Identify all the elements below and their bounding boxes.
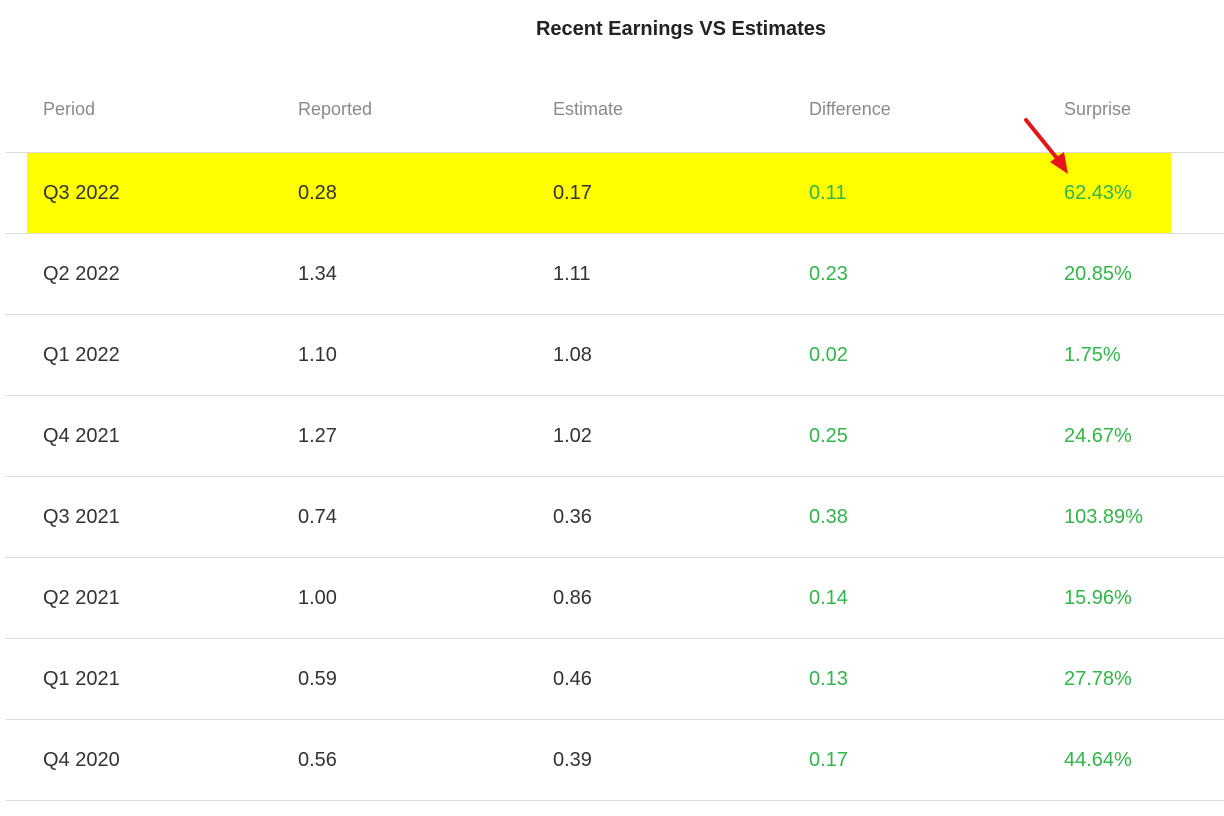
table-title: Recent Earnings VS Estimates [535, 18, 827, 40]
cell-surprise: 15.96% [1064, 586, 1132, 609]
cell-surprise: 24.67% [1064, 424, 1132, 447]
cell-period: Q2 2021 [43, 586, 120, 609]
cell-reported: 1.27 [298, 424, 337, 447]
header-difference: Difference [809, 98, 891, 119]
table-row: Q2 2021 1.00 0.86 0.14 15.96% [5, 558, 1224, 639]
cell-period: Q3 2022 [43, 181, 120, 204]
cell-period: Q4 2021 [43, 424, 120, 447]
cell-estimate: 1.08 [553, 343, 592, 366]
cell-reported: 1.00 [298, 586, 337, 609]
cell-estimate: 0.46 [553, 667, 592, 690]
cell-difference: 0.17 [809, 748, 848, 771]
cell-estimate: 0.39 [553, 748, 592, 771]
header-surprise: Surprise [1064, 98, 1132, 119]
cell-reported: 1.10 [298, 343, 337, 366]
row-highlight [27, 153, 1171, 233]
earnings-table: Period Reported Estimate Difference Surp… [5, 66, 1224, 801]
cell-estimate: 0.86 [553, 586, 592, 609]
cell-period: Q3 2021 [43, 505, 120, 528]
cell-surprise: 1.75% [1064, 343, 1121, 366]
cell-surprise: 62.43% [1064, 181, 1132, 204]
table-header-row: Period Reported Estimate Difference Surp… [5, 66, 1224, 153]
cell-difference: 0.23 [809, 262, 848, 285]
header-reported: Reported [298, 98, 373, 119]
cell-estimate: 0.17 [553, 181, 592, 204]
cell-surprise: 103.89% [1064, 505, 1143, 528]
cell-difference: 0.25 [809, 424, 848, 447]
cell-reported: 1.34 [298, 262, 337, 285]
table-row: Q4 2020 0.56 0.39 0.17 44.64% [5, 720, 1224, 801]
table-row: Q3 2022 0.28 0.17 0.11 62.43% [5, 153, 1224, 234]
cell-difference: 0.38 [809, 505, 848, 528]
cell-surprise: 44.64% [1064, 748, 1132, 771]
table-row: Q2 2022 1.34 1.11 0.23 20.85% [5, 234, 1224, 315]
table-row: Q1 2022 1.10 1.08 0.02 1.75% [5, 315, 1224, 396]
cell-period: Q4 2020 [43, 748, 120, 771]
cell-period: Q1 2021 [43, 667, 120, 690]
cell-period: Q1 2022 [43, 343, 120, 366]
cell-period: Q2 2022 [43, 262, 120, 285]
table-row: Q3 2021 0.74 0.36 0.38 103.89% [5, 477, 1224, 558]
cell-estimate: 1.11 [553, 262, 591, 285]
cell-reported: 0.28 [298, 181, 337, 204]
cell-difference: 0.14 [809, 586, 848, 609]
red-arrow-icon [1024, 118, 1068, 174]
cell-difference: 0.11 [809, 181, 847, 204]
cell-estimate: 0.36 [553, 505, 592, 528]
cell-reported: 0.56 [298, 748, 337, 771]
cell-estimate: 1.02 [553, 424, 592, 447]
cell-surprise: 27.78% [1064, 667, 1132, 690]
header-estimate: Estimate [553, 98, 624, 119]
cell-difference: 0.13 [809, 667, 848, 690]
table-row: Q4 2021 1.27 1.02 0.25 24.67% [5, 396, 1224, 477]
table-row: Q1 2021 0.59 0.46 0.13 27.78% [5, 639, 1224, 720]
cell-difference: 0.02 [809, 343, 848, 366]
cell-reported: 0.74 [298, 505, 337, 528]
cell-surprise: 20.85% [1064, 262, 1132, 285]
cell-reported: 0.59 [298, 667, 337, 690]
header-period: Period [43, 98, 96, 119]
